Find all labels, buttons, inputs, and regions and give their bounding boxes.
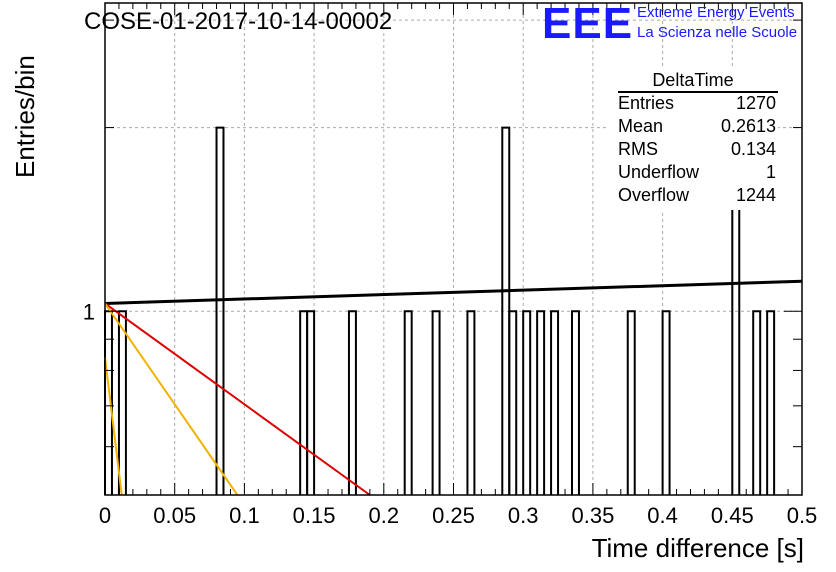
logo-line-1: Extreme Energy Events	[637, 4, 795, 21]
histogram-bin	[752, 310, 762, 495]
eee-logo-mark: EEE	[542, 0, 634, 48]
stats-key: Underflow	[618, 162, 700, 182]
x-tick-label: 0.5	[787, 503, 818, 528]
x-tick-label: 0.25	[432, 503, 475, 528]
histogram-bin	[522, 310, 532, 495]
stats-key: Overflow	[618, 185, 690, 205]
stats-title: DeltaTime	[652, 70, 734, 90]
stats-row-mean: Mean 0.2613	[618, 116, 776, 139]
x-tick-label: 0	[99, 503, 111, 528]
stats-value: 1270	[735, 93, 776, 113]
histogram-bin	[431, 310, 441, 495]
x-tick-label: 0.2	[369, 503, 400, 528]
x-tick-label: 0.45	[711, 503, 754, 528]
histogram-bin	[347, 310, 357, 495]
histogram-bin	[536, 310, 546, 495]
stats-box: DeltaTime Entries 1270 Mean 0.2613 RMS 0…	[608, 68, 778, 210]
histogram-bin	[306, 310, 316, 495]
stats-value: 0.134	[730, 139, 776, 159]
x-tick-label: 0.05	[153, 503, 196, 528]
x-tick-label: 0.15	[293, 503, 336, 528]
stats-row-overflow: Overflow 1244	[618, 185, 776, 208]
stats-divider	[618, 91, 778, 93]
stats-value: 1	[765, 162, 776, 182]
histogram-bin	[117, 310, 127, 495]
histogram-bin	[299, 310, 309, 495]
x-tick-label: 0.1	[229, 503, 260, 528]
stats-key: RMS	[618, 139, 658, 159]
x-tick-label: 0.3	[508, 503, 539, 528]
stats-row-underflow: Underflow 1	[618, 162, 776, 185]
chart-title: COSE-01-2017-10-14-00002	[84, 8, 393, 35]
histogram-bin	[403, 310, 413, 495]
histogram-bin	[466, 310, 476, 495]
x-tick-label: 0.35	[571, 503, 614, 528]
histogram-bin	[661, 310, 671, 495]
y-tick-label: 1	[83, 299, 95, 324]
histogram-bin	[550, 310, 560, 495]
x-tick-label: 0.4	[647, 503, 678, 528]
x-axis-label: Time difference [s]	[591, 533, 804, 563]
fit-line	[104, 302, 371, 496]
stats-value: 0.2613	[720, 116, 776, 136]
logo-line-2: La Scienza nelle Scuole	[637, 24, 798, 41]
histogram-bin	[215, 126, 225, 495]
y-axis-label: Entries/bin	[10, 55, 40, 178]
histogram-bin	[766, 310, 776, 495]
histogram-bin	[508, 310, 518, 495]
histogram-bin	[626, 310, 636, 495]
stats-row-entries: Entries 1270	[618, 93, 776, 116]
fit-line	[104, 302, 239, 496]
histogram-bin	[570, 310, 580, 495]
stats-key: Entries	[618, 93, 675, 113]
stats-key: Mean	[618, 116, 664, 136]
stats-row-rms: RMS 0.134	[618, 139, 776, 162]
stats-value: 1244	[735, 185, 776, 205]
fit-line	[104, 357, 123, 496]
fit-line	[104, 279, 803, 305]
